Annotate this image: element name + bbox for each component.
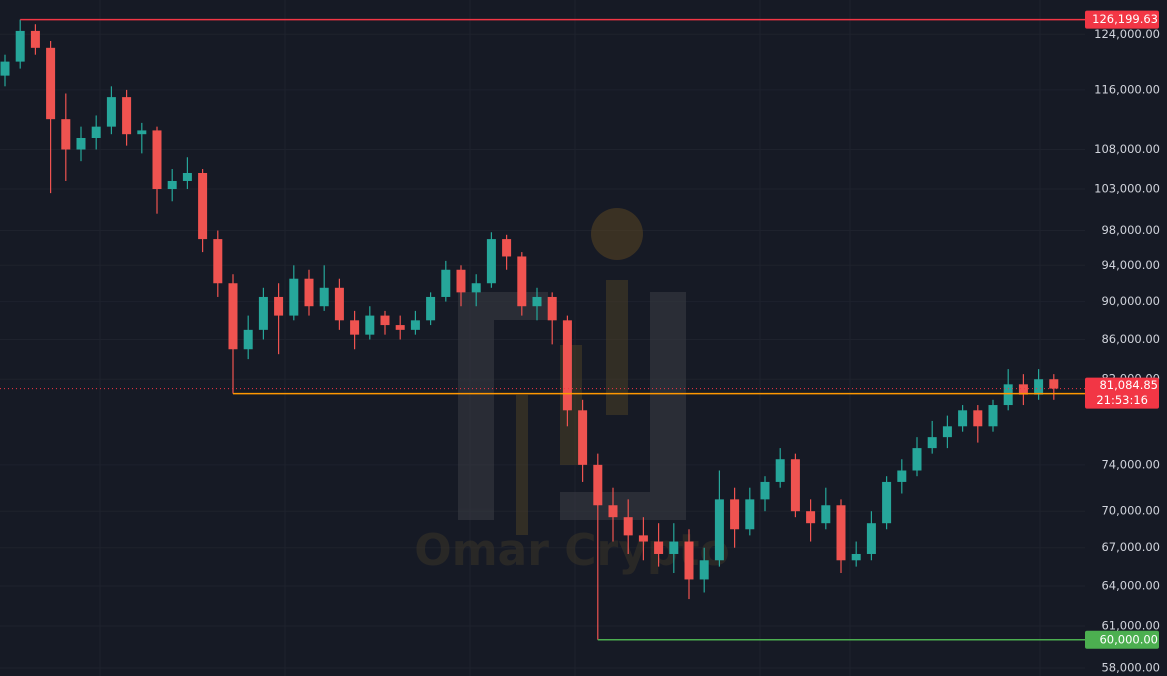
candle-body — [942, 426, 952, 438]
y-tick-label: 90,000.00 — [1101, 294, 1160, 308]
candle-body — [243, 329, 253, 350]
candle-body — [1003, 384, 1013, 406]
y-tick-label: 103,000.00 — [1094, 182, 1160, 196]
y-tick-label: 61,000.00 — [1101, 618, 1160, 632]
candle-body — [562, 320, 572, 411]
watermark: Omar Crypto — [414, 208, 730, 576]
candle-body — [334, 287, 344, 321]
candle-body — [1034, 379, 1044, 395]
level-tag — [1085, 10, 1159, 29]
y-tick-label: 108,000.00 — [1094, 142, 1160, 156]
candle-body — [988, 405, 998, 427]
candle-body — [836, 505, 846, 561]
candle-body — [775, 459, 785, 482]
candle-body — [547, 296, 557, 321]
y-tick-label: 64,000.00 — [1101, 578, 1160, 592]
y-tick-label: 74,000.00 — [1101, 457, 1160, 471]
candle-body — [30, 30, 40, 48]
candle-body — [426, 296, 436, 321]
candle-body — [76, 137, 86, 150]
candle-body — [410, 320, 420, 330]
y-tick-label: 67,000.00 — [1101, 540, 1160, 554]
candle-body — [578, 410, 588, 465]
candle-body — [745, 499, 755, 530]
candle-body — [319, 287, 329, 307]
candle-body — [91, 126, 101, 138]
candle-body — [213, 239, 223, 284]
y-tick-label: 98,000.00 — [1101, 223, 1160, 237]
candle-body — [927, 437, 937, 449]
y-tick-label: 86,000.00 — [1101, 332, 1160, 346]
candle-body — [274, 296, 284, 316]
level-label: 126,199.63 — [1092, 12, 1158, 26]
candle-body — [365, 315, 375, 335]
candle-body — [958, 410, 968, 427]
candle-body — [912, 448, 922, 471]
candle-body — [258, 296, 268, 330]
candle-body — [122, 97, 132, 135]
candle-body — [1018, 384, 1028, 395]
candle-body — [395, 325, 405, 330]
candle-body — [760, 481, 770, 500]
y-tick-label: 58,000.00 — [1101, 661, 1160, 675]
candle-body — [502, 239, 512, 257]
candle-body — [106, 97, 116, 127]
candle-body — [897, 470, 907, 482]
level-label: 60,000.00 — [1099, 632, 1158, 646]
candle-body — [790, 459, 800, 512]
candle-body — [1049, 379, 1059, 389]
candle-body — [821, 505, 831, 524]
candle-body — [669, 541, 679, 554]
y-tick-label: 94,000.00 — [1101, 258, 1160, 272]
candle-body — [167, 180, 177, 190]
candle-body — [304, 278, 314, 307]
candle-body — [380, 315, 390, 326]
candle-body — [137, 130, 147, 135]
candle-body — [608, 505, 618, 518]
candle-body — [289, 278, 299, 316]
candle-body — [471, 283, 481, 293]
y-tick-label: 124,000.00 — [1094, 27, 1160, 41]
candle-body — [851, 553, 861, 561]
candle-body — [46, 47, 56, 120]
candle-body — [350, 320, 360, 335]
candle-body — [152, 130, 162, 190]
countdown: 21:53:16 — [1096, 393, 1148, 407]
watermark-text: Omar Crypto — [414, 525, 729, 576]
candle-body — [714, 499, 724, 561]
candle-body — [638, 535, 648, 542]
last-price-tag — [1085, 377, 1159, 409]
candle-body — [182, 172, 192, 181]
candle-body — [593, 464, 603, 506]
candle-body — [973, 410, 983, 427]
last-price-label: 81,084.85 — [1099, 378, 1158, 392]
candle-body — [623, 517, 633, 536]
candle-body — [15, 30, 25, 62]
candle-body — [684, 541, 694, 580]
candle-body — [882, 481, 892, 524]
candle-body — [441, 269, 451, 297]
candle-body — [699, 560, 709, 580]
candle-body — [456, 269, 466, 293]
candle-body — [228, 283, 238, 350]
candle-body — [198, 172, 208, 240]
candle-body — [0, 61, 10, 76]
candle-body — [806, 511, 816, 524]
y-tick-label: 116,000.00 — [1094, 82, 1160, 96]
y-tick-label: 70,000.00 — [1101, 504, 1160, 518]
candle-body — [654, 541, 664, 554]
candle-body — [486, 239, 496, 284]
candle-body — [61, 119, 71, 150]
level-tag — [1085, 630, 1159, 649]
candle-body — [517, 256, 527, 307]
candle-body — [532, 296, 542, 307]
candle-body — [866, 523, 876, 554]
candle-body — [730, 499, 740, 530]
